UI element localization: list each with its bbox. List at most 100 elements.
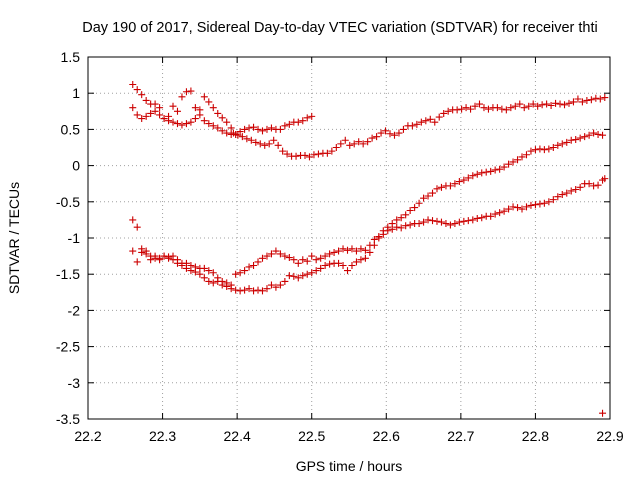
data-point: [543, 100, 551, 108]
data-point: [142, 96, 150, 104]
data-point: [339, 262, 347, 270]
data-point: [500, 207, 508, 215]
data-point: [536, 200, 544, 208]
data-point: [476, 100, 483, 108]
data-point: [585, 131, 593, 139]
data-point: [522, 203, 530, 211]
data-point: [290, 256, 298, 264]
y-tick-label: -2: [68, 302, 81, 318]
data-point: [169, 118, 177, 126]
data-point: [214, 124, 222, 132]
data-point: [590, 182, 598, 190]
data-point: [279, 147, 287, 155]
data-point: [594, 181, 602, 189]
data-point: [424, 216, 432, 224]
data-point: [267, 124, 275, 132]
x-tick-label: 22.5: [298, 428, 325, 444]
data-point: [402, 222, 410, 230]
data-point: [366, 248, 374, 256]
data-point: [263, 252, 271, 260]
data-point: [165, 112, 173, 120]
data-point: [209, 104, 217, 112]
data-point: [182, 88, 190, 96]
series-upper-track-early: [129, 81, 235, 132]
data-point: [359, 140, 367, 148]
data-point: [241, 267, 249, 275]
data-point: [133, 111, 141, 119]
grid-lines: [88, 57, 610, 419]
data-point: [502, 106, 510, 114]
data-point: [218, 114, 226, 122]
data-point: [156, 111, 164, 119]
data-point: [471, 102, 479, 110]
data-point: [169, 102, 177, 110]
data-point: [460, 217, 468, 225]
data-point: [415, 220, 423, 228]
data-point: [599, 131, 607, 139]
series-upper-track: [129, 104, 316, 138]
data-point: [252, 138, 260, 146]
x-tick-label: 22.4: [224, 428, 251, 444]
data-point: [592, 94, 600, 102]
data-point: [585, 180, 593, 188]
data-point: [205, 267, 213, 275]
data-point: [433, 217, 441, 225]
data-point: [525, 102, 533, 110]
data-point: [522, 151, 530, 159]
series-rising-track: [129, 129, 607, 295]
data-point: [420, 194, 428, 202]
data-point: [223, 129, 231, 137]
x-tick-label: 22.8: [522, 428, 549, 444]
data-point: [415, 199, 423, 207]
data-point: [361, 246, 369, 254]
data-point: [554, 193, 562, 201]
data-point: [267, 281, 275, 289]
data-point: [451, 220, 459, 228]
data-point: [473, 214, 481, 222]
data-point: [397, 214, 405, 222]
data-point: [462, 104, 470, 112]
x-axis-label: GPS time / hours: [296, 458, 403, 474]
data-point: [426, 115, 434, 123]
data-point: [596, 95, 604, 103]
data-point: [590, 129, 598, 137]
data-point: [312, 256, 320, 264]
data-point: [312, 267, 320, 275]
data-point: [227, 281, 235, 289]
data-point: [601, 94, 609, 102]
data-point: [156, 256, 164, 264]
data-point: [294, 118, 302, 126]
data-point: [200, 93, 208, 101]
axis-ticks: 22.2 22.3 22.4 22.5 22.6 22.7 22.8 22.9 1.5 1 0.5 0…: [56, 49, 624, 444]
data-point: [245, 285, 253, 293]
data-point: [518, 153, 526, 161]
x-tick-label: 22.3: [149, 428, 176, 444]
y-tick-label: -1.5: [56, 266, 80, 282]
y-tick-label: 1: [72, 85, 80, 101]
data-point: [496, 165, 504, 173]
data-point: [498, 105, 506, 113]
data-point: [341, 136, 349, 144]
data-point: [267, 250, 275, 258]
data-point: [540, 199, 548, 207]
data-point: [270, 136, 278, 144]
data-point: [377, 129, 385, 137]
data-point: [258, 254, 266, 262]
data-point: [250, 262, 258, 270]
y-tick-label: -3: [68, 375, 81, 391]
data-point: [442, 220, 450, 228]
data-point: [440, 109, 448, 117]
y-tick-label: -1: [68, 230, 81, 246]
x-tick-label: 22.6: [373, 428, 400, 444]
data-point: [281, 252, 289, 260]
data-point: [493, 104, 501, 112]
data-point: [236, 128, 244, 136]
data-point: [478, 169, 486, 177]
data-point: [594, 130, 602, 138]
data-point: [303, 257, 311, 265]
data-point: [469, 172, 477, 180]
data-point: [549, 144, 557, 151]
data-point: [344, 246, 352, 254]
data-points: [129, 81, 609, 417]
data-point: [160, 252, 168, 260]
